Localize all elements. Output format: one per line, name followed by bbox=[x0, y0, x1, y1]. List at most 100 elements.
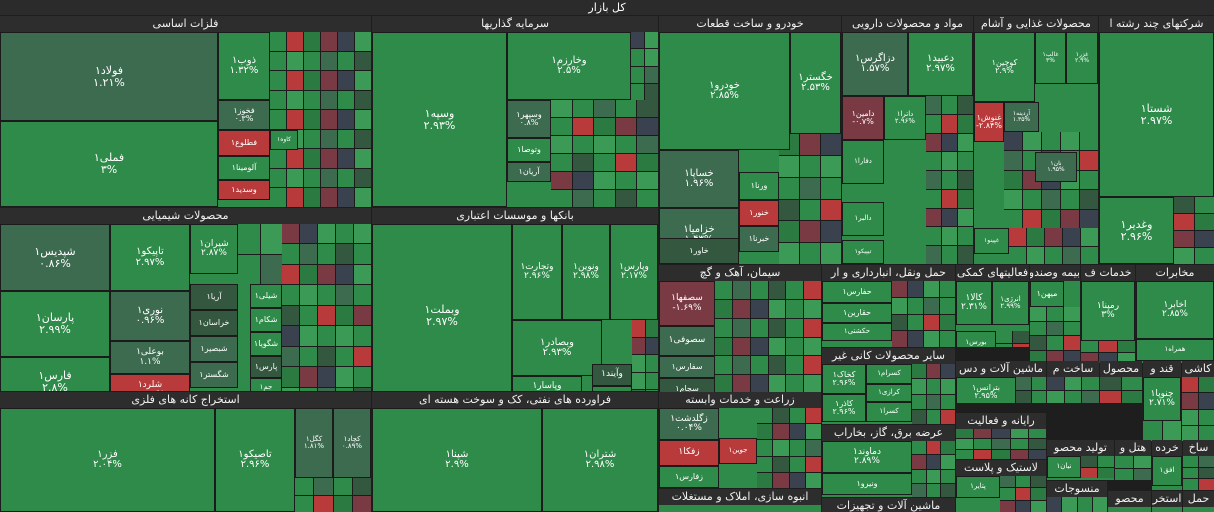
small-tile[interactable] bbox=[786, 356, 804, 375]
stock-tile[interactable]: وسپه۱ ۲.۹۳% bbox=[372, 32, 507, 207]
stock-tile[interactable]: حقارین۱ bbox=[822, 303, 892, 323]
small-tile[interactable] bbox=[637, 190, 658, 207]
small-tile[interactable] bbox=[1030, 307, 1046, 321]
small-tile[interactable] bbox=[321, 71, 337, 90]
small-tile[interactable] bbox=[1047, 377, 1064, 390]
small-tile[interactable] bbox=[551, 172, 572, 189]
small-tile[interactable] bbox=[1000, 488, 1015, 500]
small-tile[interactable] bbox=[260, 224, 282, 254]
small-tile[interactable] bbox=[1004, 190, 1022, 209]
small-tile[interactable] bbox=[270, 51, 286, 71]
small-tile[interactable] bbox=[958, 227, 973, 246]
small-tile[interactable] bbox=[287, 71, 303, 90]
small-tile[interactable] bbox=[750, 337, 768, 356]
small-tile[interactable] bbox=[295, 495, 314, 512]
stock-tile[interactable]: خنور۱ bbox=[739, 200, 779, 226]
small-tile[interactable] bbox=[1031, 390, 1046, 403]
stock-tile[interactable]: انرژی۱ ۲.۹۹% bbox=[992, 281, 1029, 325]
sector-title[interactable]: فلزات اساسی bbox=[0, 16, 371, 32]
small-tile[interactable] bbox=[270, 188, 286, 207]
small-tile[interactable] bbox=[304, 110, 320, 129]
small-tile[interactable] bbox=[1009, 228, 1026, 246]
small-tile[interactable] bbox=[1115, 456, 1133, 468]
small-tile[interactable] bbox=[942, 246, 957, 264]
sector-khorde[interactable]: خرده افق۱ bbox=[1152, 440, 1182, 490]
stock-tile[interactable]: تاصیکو۱ ۲.۹۶% bbox=[215, 408, 295, 512]
sector-mahsoul[interactable]: محصول bbox=[1100, 361, 1142, 403]
small-tile[interactable] bbox=[1198, 377, 1214, 393]
stock-tile[interactable]: کالا۱ ۲.۳۱% bbox=[956, 281, 992, 325]
small-tile[interactable] bbox=[572, 172, 594, 189]
small-tile[interactable] bbox=[1080, 151, 1098, 170]
sector-tolid[interactable]: تولید محصو نیان۱ bbox=[1047, 440, 1114, 480]
small-tile[interactable] bbox=[1081, 456, 1097, 467]
small-tile[interactable] bbox=[941, 409, 955, 424]
stock-tile[interactable]: نیان۱ bbox=[1047, 456, 1081, 478]
small-tile[interactable] bbox=[321, 32, 337, 51]
small-tile[interactable] bbox=[321, 149, 337, 168]
stock-tile[interactable]: وتوصا۱ bbox=[507, 138, 551, 162]
small-tile[interactable] bbox=[715, 375, 732, 393]
stock-tile[interactable]: حکشتی۱ bbox=[822, 323, 892, 341]
sector-title[interactable]: استخراج کانه های فلزی bbox=[0, 392, 371, 408]
stock-tile[interactable]: وآیند۱ bbox=[592, 364, 632, 386]
small-tile[interactable] bbox=[300, 224, 317, 244]
small-tile[interactable] bbox=[892, 314, 907, 331]
small-tile[interactable] bbox=[632, 355, 645, 372]
small-tile[interactable] bbox=[912, 364, 926, 379]
small-tile[interactable] bbox=[974, 439, 992, 449]
small-tile[interactable] bbox=[1100, 390, 1121, 403]
stock-tile[interactable]: شبصیر۱ bbox=[190, 336, 238, 362]
small-tile[interactable] bbox=[732, 375, 750, 393]
small-tile[interactable] bbox=[645, 49, 658, 66]
small-tile[interactable] bbox=[757, 472, 773, 488]
small-tile[interactable] bbox=[1080, 190, 1098, 209]
small-tile[interactable] bbox=[942, 133, 957, 152]
small-tile[interactable] bbox=[779, 243, 799, 264]
sector-bank[interactable]: بانکها و موسسات اعتباری وبملت۱ ۲.۹۷% وتجارت… bbox=[372, 208, 658, 391]
sector-mashin1[interactable]: ماشین آلات و دس بترانس۱ ۲.۹۵% bbox=[956, 361, 1046, 403]
small-tile[interactable] bbox=[631, 66, 644, 83]
small-tile[interactable] bbox=[750, 375, 768, 393]
small-tile[interactable] bbox=[908, 281, 923, 297]
stock-tile[interactable]: نان۱ ۱.۹۵% bbox=[1035, 152, 1077, 182]
small-tile[interactable] bbox=[615, 136, 637, 153]
small-tile[interactable] bbox=[805, 456, 821, 472]
small-tile[interactable] bbox=[355, 51, 371, 71]
sector-haml[interactable]: حمل ونقل، انبارداری و ار حفارس۱ حقارین۱ حکش… bbox=[822, 265, 955, 347]
stock-tile[interactable]: شیلی۱ bbox=[250, 284, 282, 308]
small-tile[interactable] bbox=[974, 429, 992, 439]
small-tile[interactable] bbox=[1081, 246, 1098, 264]
small-tile[interactable] bbox=[1082, 390, 1099, 403]
small-tile[interactable] bbox=[1098, 467, 1114, 478]
sector-title[interactable]: رایانه و فعالیت bbox=[956, 413, 1046, 429]
small-tile[interactable] bbox=[926, 394, 941, 409]
small-tile[interactable] bbox=[300, 387, 317, 391]
stock-tile[interactable]: فخوز۱ ۰.۳% bbox=[218, 100, 270, 130]
sector-haml2[interactable]: حمل bbox=[1183, 491, 1214, 512]
small-tile[interactable] bbox=[992, 439, 1010, 449]
small-tile[interactable] bbox=[338, 168, 354, 188]
stock-tile[interactable]: سجام۱ bbox=[659, 378, 715, 393]
sector-title[interactable]: حمل ونقل، انبارداری و ار bbox=[822, 265, 955, 281]
small-tile[interactable] bbox=[1174, 248, 1194, 264]
small-tile[interactable] bbox=[958, 152, 973, 171]
small-tile[interactable] bbox=[354, 224, 371, 244]
small-tile[interactable] bbox=[941, 364, 955, 379]
small-tile[interactable] bbox=[1080, 209, 1098, 228]
small-tile[interactable] bbox=[572, 190, 594, 207]
small-tile[interactable] bbox=[1064, 307, 1080, 321]
small-tile[interactable] bbox=[958, 208, 973, 227]
small-tile[interactable] bbox=[282, 346, 299, 367]
small-tile[interactable] bbox=[805, 408, 821, 424]
small-tile[interactable] bbox=[1028, 429, 1046, 439]
small-tile[interactable] bbox=[354, 346, 371, 367]
small-tile[interactable] bbox=[1004, 170, 1022, 190]
stock-tile[interactable]: فارس۱ ۲.۸% bbox=[0, 357, 110, 391]
small-tile[interactable] bbox=[1030, 321, 1046, 336]
sector-anbouh[interactable]: انبوه سازی، املاک و مستغلات bbox=[659, 489, 821, 512]
small-tile[interactable] bbox=[1010, 449, 1028, 459]
sector-komaki[interactable]: فعالیتهای کمکی کالا۱ ۲.۳۱% انرژی۱ ۲.۹۹% بورس۱ bbox=[956, 265, 1029, 347]
sector-sarmaye[interactable]: سرمایه گذاریها وسپه۱ ۲.۹۳% وخارزم۱ ۲.۵% وسپهر… bbox=[372, 16, 658, 207]
small-tile[interactable] bbox=[551, 136, 572, 153]
